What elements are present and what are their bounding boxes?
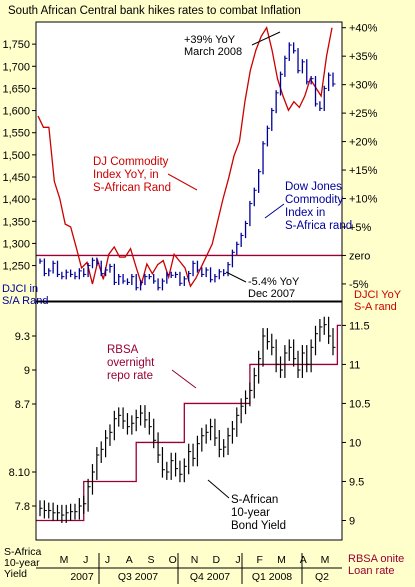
annotation-trough: -5.4% YoY	[248, 276, 300, 288]
x-month-label: S	[147, 554, 154, 566]
annotation-djci: Index in	[285, 207, 325, 219]
x-month-label: M	[321, 554, 330, 566]
annotation-djci: Dow Jones	[285, 181, 342, 193]
x-month-label: J	[83, 554, 88, 566]
top-right-axis-label: DJCI YoY	[354, 289, 402, 301]
top-right-axis-label: S-A rand	[354, 301, 397, 313]
repo-rate-line	[36, 324, 341, 522]
bottom-left-axis-label: S-Africa	[4, 546, 42, 558]
bottom-left-axis-label: Yield	[4, 568, 27, 580]
top-plot-area	[36, 22, 342, 301]
right-tick-label: -5%	[349, 279, 369, 291]
annotation-trough: Dec 2007	[248, 288, 295, 300]
right-tick-label: +15%	[349, 165, 378, 177]
annotation-djci-pointer	[264, 203, 285, 219]
left-tick-label: 1,700	[2, 61, 30, 73]
annotation-repo: RBSA	[107, 344, 139, 356]
left-tick-label: 1,250	[2, 261, 30, 273]
annotation-yoy: Index YoY, in	[93, 169, 159, 181]
x-month-label: M	[277, 554, 286, 566]
left-tick-label: 1,450	[2, 172, 30, 184]
x-month-label: D	[212, 554, 220, 566]
bottom-left-tick-label: 9.3	[15, 331, 30, 343]
x-group-label: 2007	[70, 571, 94, 583]
x-month-label: A	[300, 554, 307, 566]
x-month-label: M	[60, 554, 69, 566]
annotation-repo: overnight	[107, 357, 155, 369]
x-group-label: Q3 2007	[118, 571, 158, 583]
left-tick-label: 1,500	[2, 150, 30, 162]
right-tick-label: zero	[349, 250, 370, 262]
bottom-right-axis-label: RBSA onite	[348, 553, 404, 565]
right-tick-label: +10%	[349, 194, 378, 206]
bottom-right-tick-label: 10.5	[349, 398, 370, 410]
annotation-bond: S-African	[231, 494, 278, 506]
right-tick-label: +35%	[349, 51, 378, 63]
bottom-left-tick-label: 8.10	[9, 467, 30, 479]
bottom-axis-box	[35, 301, 343, 541]
bottom-right-tick-label: 10	[349, 437, 361, 449]
x-month-label: O	[169, 554, 177, 566]
annotation-repo: repo rate	[107, 370, 153, 382]
x-group-label: Q4 2007	[190, 571, 230, 583]
bottom-right-tick-label: 9.5	[349, 476, 364, 488]
x-month-label: F	[257, 554, 263, 566]
left-tick-label: 1,750	[2, 39, 30, 51]
left-tick-label: 1,300	[2, 238, 30, 250]
yoy-series-line	[37, 26, 333, 288]
left-tick-label: 1,350	[2, 216, 30, 228]
annotation-djci: S-Africa rand	[285, 220, 352, 232]
annotation-yoy: S-African Rand	[93, 182, 171, 194]
top-left-axis-label: DJCI in	[2, 283, 38, 295]
left-tick-label: 1,550	[2, 128, 30, 140]
bottom-left-tick-label: 9	[24, 365, 30, 377]
bottom-plot-area	[36, 302, 342, 540]
right-tick-label: +30%	[349, 80, 378, 92]
bottom-left-tick-label: 8.7	[15, 399, 30, 411]
annotation-yoy-pointer	[167, 173, 198, 191]
annotation-yoy: DJ Commodity	[93, 156, 169, 168]
bottom-left-tick-label: 7.8	[15, 501, 30, 513]
right-tick-label: +40%	[349, 23, 378, 35]
x-month-label: J	[105, 554, 110, 566]
bottom-right-tick-label: 11	[349, 359, 360, 371]
left-tick-label: 1,400	[2, 194, 30, 206]
annotation-bond-pointer	[207, 479, 230, 499]
annotation-djci: Commodity	[285, 194, 343, 206]
x-month-label: A	[126, 554, 133, 566]
annotation-trough-pointer	[225, 271, 247, 283]
x-month-label: J	[235, 554, 240, 566]
x-group-label: Q1 2008	[252, 571, 292, 583]
top-left-axis-label: S/A Rand	[2, 295, 48, 307]
bottom-left-axis-label: 10-year	[4, 557, 40, 569]
left-tick-label: 1,650	[2, 83, 30, 95]
annotation-peak: +39% YoY	[184, 34, 236, 46]
bottom-right-tick-label: 11.5	[349, 320, 370, 332]
bottom-right-axis-label: Loan rate	[348, 565, 394, 577]
bottom-right-tick-label: 9	[349, 515, 355, 527]
right-tick-label: +20%	[349, 137, 378, 149]
top-axis-box	[35, 21, 343, 302]
annotation-bond: Bond Yield	[231, 520, 286, 532]
chart-title: South African Central bank hikes rates t…	[8, 5, 301, 17]
annotation-peak-pointer	[251, 31, 281, 46]
right-tick-label: +25%	[349, 108, 378, 120]
x-month-label: N	[191, 554, 199, 566]
left-tick-label: 1,600	[2, 106, 30, 118]
annotation-peak: March 2008	[184, 46, 242, 58]
annotation-repo-pointer	[171, 369, 197, 389]
right-tick-label: +5%	[349, 222, 372, 234]
x-group-label: Q2	[315, 571, 329, 583]
annotation-bond: 10-year	[231, 507, 270, 519]
